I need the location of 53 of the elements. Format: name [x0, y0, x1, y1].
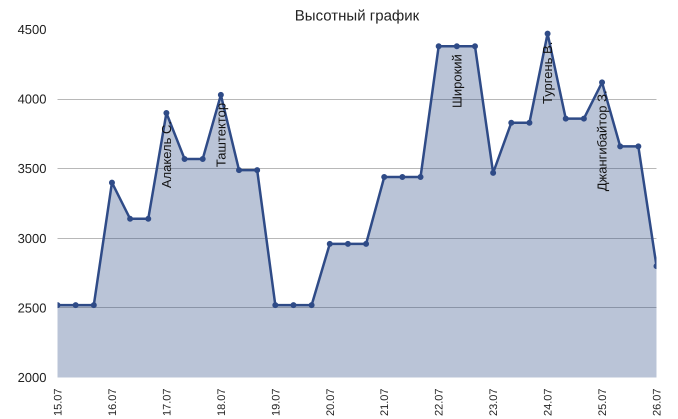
y-tick-label: 2500	[18, 300, 46, 316]
x-tick-label: 21.07	[379, 388, 392, 416]
point	[472, 43, 478, 50]
x-tick-label: 16.07	[106, 388, 119, 416]
point	[617, 143, 624, 150]
x-tick-label: 19.07	[270, 388, 282, 416]
y-tick-label: 3000	[18, 230, 46, 246]
x-tick-label: 23.07	[488, 388, 500, 416]
y-tick-label: 3500	[18, 161, 46, 176]
point	[182, 156, 188, 162]
point	[72, 302, 79, 308]
point	[108, 180, 115, 186]
x-tick-label: 24.07	[542, 388, 555, 416]
chart-title: Высотный график	[294, 8, 420, 24]
point	[399, 174, 406, 180]
x-tick-label: 20.07	[324, 388, 337, 416]
point	[363, 240, 370, 247]
annotation: Таштектор	[213, 102, 228, 168]
x-tick-label: 18.07	[216, 388, 228, 416]
point	[200, 156, 206, 162]
y-tick-label: 4000	[18, 92, 46, 107]
point	[127, 216, 134, 222]
x-tick-label: 25.07	[597, 388, 610, 416]
x-tick-label: 17.07	[161, 388, 174, 416]
point	[272, 302, 278, 308]
point	[635, 143, 642, 150]
point	[90, 302, 97, 308]
point	[145, 216, 152, 222]
x-tick-label: 22.07	[434, 388, 446, 416]
y-tick-label: 2000	[18, 370, 46, 385]
point	[562, 116, 569, 122]
point	[580, 116, 587, 122]
point	[308, 302, 315, 308]
x-tick-label: 15.07	[52, 388, 64, 416]
point	[218, 92, 224, 98]
annotation: Алакель С.	[158, 121, 174, 188]
x-tick-label: 26.07	[652, 388, 664, 416]
point	[290, 302, 296, 308]
point	[418, 174, 424, 180]
point	[454, 43, 460, 50]
point	[326, 240, 333, 247]
annotation: Широкий	[449, 54, 464, 108]
point	[254, 167, 260, 174]
point	[599, 79, 606, 86]
point	[344, 240, 351, 247]
annotation: Джангибайтор З.	[594, 90, 610, 192]
point	[508, 120, 514, 126]
point	[436, 43, 442, 50]
y-tick-label: 4500	[18, 22, 46, 37]
point	[236, 167, 242, 174]
point	[526, 120, 532, 126]
annotation: Тургень В.	[540, 42, 556, 104]
point	[381, 174, 388, 180]
